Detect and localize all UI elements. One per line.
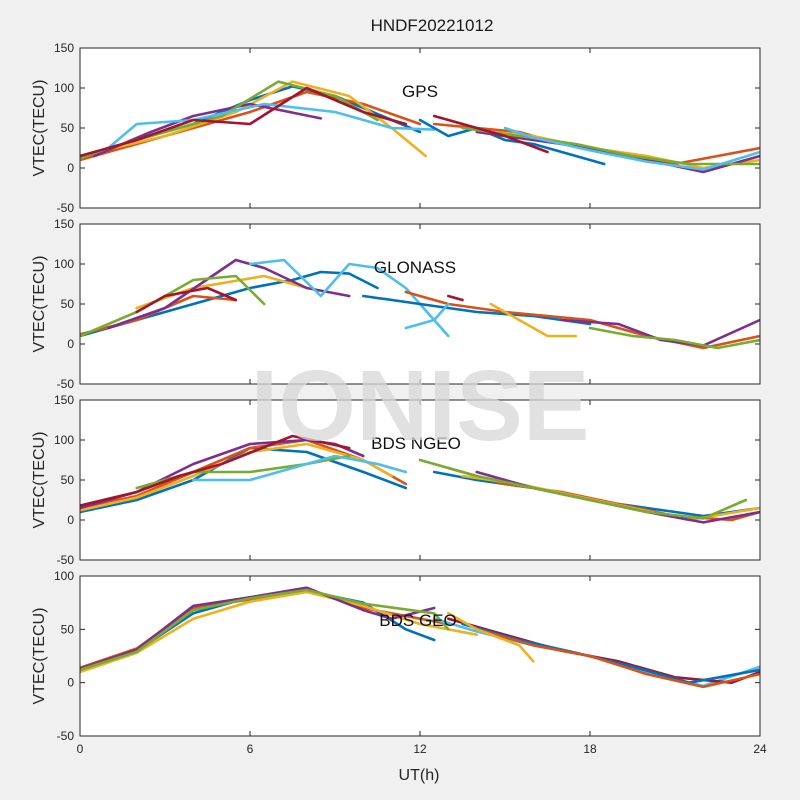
y-tick-label: 50 bbox=[61, 622, 75, 636]
series-line bbox=[489, 302, 578, 338]
series-line bbox=[461, 126, 760, 166]
panel-label: BDS GEO bbox=[379, 611, 456, 630]
y-tick-label: 100 bbox=[54, 433, 74, 447]
panel-2: -50 0 50 100 150 VTEC(TECU) BDS NGEO bbox=[31, 393, 761, 567]
series-line bbox=[404, 302, 450, 330]
watermark-text: IONISE bbox=[251, 350, 590, 462]
y-tick-label: 0 bbox=[67, 161, 74, 175]
figure-title: HNDF20221012 bbox=[371, 16, 494, 35]
series-line bbox=[80, 274, 266, 338]
y-axis-label: VTEC(TECU) bbox=[31, 80, 48, 177]
y-tick-label: 50 bbox=[61, 297, 75, 311]
plot-area bbox=[80, 576, 760, 736]
y-tick-label: -50 bbox=[57, 377, 75, 391]
y-tick-label: 50 bbox=[61, 473, 75, 487]
panel-label: GPS bbox=[402, 82, 438, 101]
y-tick-label: 100 bbox=[54, 257, 74, 271]
series-line bbox=[418, 458, 748, 520]
y-tick-label: -50 bbox=[57, 729, 75, 743]
series-line bbox=[135, 286, 238, 314]
series-line bbox=[248, 258, 450, 338]
series-line bbox=[80, 586, 436, 671]
series-line bbox=[503, 126, 760, 171]
x-tick-label: 12 bbox=[413, 742, 427, 756]
y-tick-label: -50 bbox=[57, 201, 75, 215]
y-tick-label: -50 bbox=[57, 553, 75, 567]
y-tick-label: 100 bbox=[54, 569, 74, 583]
y-tick-label: 150 bbox=[54, 393, 74, 407]
y-axis-label: VTEC(TECU) bbox=[31, 256, 48, 353]
x-tick-label: 18 bbox=[583, 742, 597, 756]
y-tick-label: 150 bbox=[54, 41, 74, 55]
series-line bbox=[80, 90, 422, 162]
x-tick-label: 0 bbox=[77, 742, 84, 756]
y-tick-label: 0 bbox=[67, 337, 74, 351]
series-line bbox=[80, 86, 408, 158]
y-tick-label: 100 bbox=[54, 81, 74, 95]
y-tick-label: 150 bbox=[54, 217, 74, 231]
y-axis-label: VTEC(TECU) bbox=[31, 432, 48, 529]
x-axis-label: UT(h) bbox=[399, 767, 440, 784]
series-line bbox=[475, 628, 760, 689]
y-tick-label: 50 bbox=[61, 121, 75, 135]
panel-0: -50 0 50 100 150 VTEC(TECU) GPS bbox=[31, 41, 761, 215]
panel-label: GLONASS bbox=[374, 258, 456, 277]
panel-1: -50 0 50 100 150 VTEC(TECU) GLONASS bbox=[31, 217, 761, 391]
series-line bbox=[447, 294, 464, 302]
series-line bbox=[80, 590, 478, 674]
series-line bbox=[447, 612, 535, 663]
series-line bbox=[80, 588, 450, 672]
series-line bbox=[80, 434, 351, 507]
series-line bbox=[107, 102, 436, 150]
series-line bbox=[362, 294, 592, 326]
series-line bbox=[192, 454, 408, 482]
series-line bbox=[418, 118, 606, 166]
y-tick-label: 0 bbox=[67, 676, 74, 690]
y-axis-label: VTEC(TECU) bbox=[31, 608, 48, 705]
x-tick-label: 6 bbox=[247, 742, 254, 756]
series-line bbox=[404, 290, 760, 350]
y-tick-label: 0 bbox=[67, 513, 74, 527]
panel-label: BDS NGEO bbox=[371, 434, 461, 453]
x-tick-label: 24 bbox=[753, 742, 767, 756]
series-line bbox=[135, 274, 308, 310]
series-line bbox=[432, 114, 549, 154]
series-line bbox=[588, 326, 760, 350]
series-line bbox=[560, 318, 760, 347]
